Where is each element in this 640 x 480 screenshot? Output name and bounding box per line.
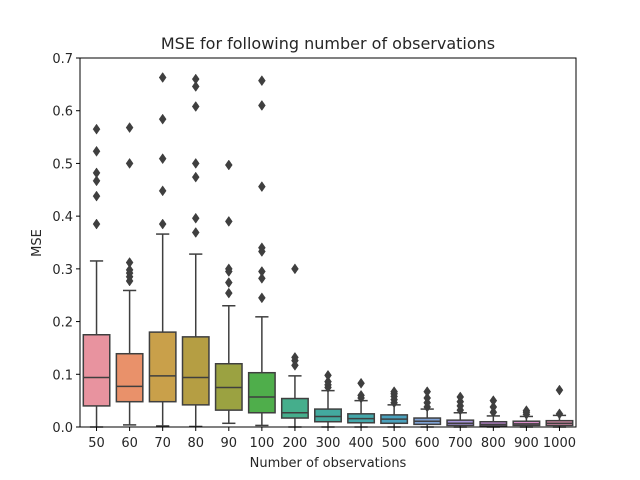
outlier-point	[125, 264, 134, 276]
outlier-point	[258, 100, 266, 111]
x-tick-label: 700	[448, 436, 473, 451]
box-group-100	[247, 75, 276, 427]
y-tick-label: 0.6	[52, 105, 73, 120]
box-group-1000	[545, 384, 574, 428]
box-group-300	[314, 369, 342, 428]
box-group-80	[181, 73, 210, 428]
outlier-point	[125, 157, 134, 169]
box	[148, 331, 177, 403]
outlier-point	[92, 123, 101, 135]
outlier-point	[324, 369, 332, 381]
outlier-point	[258, 181, 266, 193]
outlier-point	[158, 72, 167, 83]
outlier-point	[92, 175, 101, 187]
outlier-point	[258, 292, 266, 304]
outlier-point	[191, 157, 200, 169]
outlier-point	[224, 215, 233, 227]
y-tick-label: 0.0	[52, 421, 73, 436]
x-tick-label: 400	[349, 436, 374, 451]
x-tick-label: 800	[481, 436, 506, 451]
x-tick-label: 80	[187, 436, 204, 451]
outlier-point	[191, 101, 200, 112]
outlier-point	[224, 277, 233, 288]
outlier-point	[92, 167, 101, 179]
outlier-point	[489, 401, 498, 413]
box	[280, 397, 309, 419]
y-tick-label: 0.4	[52, 210, 73, 225]
outlier-point	[555, 408, 564, 420]
box-group-600	[413, 386, 442, 428]
outlier-point	[158, 153, 167, 165]
outlier-point	[258, 75, 266, 87]
outlier-point	[291, 351, 299, 363]
outlier-point	[191, 73, 200, 85]
box	[314, 408, 342, 423]
x-tick-label: 50	[88, 436, 105, 451]
outlier-point	[92, 190, 101, 202]
plot-area	[82, 72, 574, 428]
y-axis: 0.0 0.1 0.2 0.3 0.4 0.5 0.6 0.7	[52, 52, 80, 436]
chart-title: MSE for following number of observations	[161, 34, 495, 53]
outlier-point	[158, 113, 167, 125]
y-tick-label: 0.7	[52, 52, 73, 67]
outlier-point	[258, 266, 266, 277]
box-group-900	[512, 405, 541, 428]
x-tick-label: 60	[121, 436, 138, 451]
y-tick-label: 0.1	[52, 368, 73, 383]
x-tick-label: 100	[249, 436, 274, 451]
box	[181, 336, 210, 406]
outlier-point	[224, 263, 233, 275]
outlier-point	[324, 376, 332, 388]
y-tick-label: 0.2	[52, 316, 73, 331]
x-tick-label: 200	[283, 436, 308, 451]
outlier-point	[224, 159, 233, 171]
outlier-point	[357, 389, 365, 401]
outlier-point	[191, 171, 200, 183]
outlier-point	[224, 287, 233, 299]
y-axis-label: MSE	[30, 229, 45, 257]
box	[247, 371, 276, 414]
x-tick-label: 600	[415, 436, 440, 451]
box-group-90	[214, 159, 243, 425]
x-tick-label: 70	[154, 436, 171, 451]
outlier-point	[390, 386, 398, 398]
outlier-point	[258, 272, 266, 284]
box	[115, 352, 144, 403]
x-axis-label: Number of observations	[250, 456, 407, 471]
box	[82, 334, 111, 407]
x-tick-label: 900	[514, 436, 539, 451]
outlier-point	[158, 185, 167, 197]
outlier-point	[555, 384, 564, 396]
outlier-point	[423, 386, 432, 398]
outlier-point	[125, 122, 134, 134]
outlier-point	[92, 145, 101, 157]
outlier-point	[456, 391, 465, 403]
x-axis: 50 60 70 80 90 100 200 300 400 500 600 700 800 900 100…	[88, 427, 576, 451]
box-group-700	[446, 391, 475, 428]
outlier-point	[291, 263, 299, 275]
x-tick-label: 500	[382, 436, 407, 451]
outlier-point	[191, 212, 200, 224]
outlier-point	[357, 377, 365, 389]
outlier-point	[92, 218, 101, 230]
y-tick-label: 0.5	[52, 157, 73, 172]
x-tick-label: 1000	[543, 436, 576, 451]
box-group-70	[148, 72, 177, 427]
outlier-point	[258, 242, 266, 254]
box-group-60	[115, 122, 144, 426]
outlier-point	[423, 392, 432, 404]
outlier-point	[489, 395, 498, 407]
y-tick-label: 0.3	[52, 263, 73, 278]
x-tick-label: 90	[221, 436, 238, 451]
outlier-point	[191, 227, 200, 238]
outlier-point	[522, 405, 531, 417]
outlier-point	[125, 257, 134, 268]
x-tick-label: 300	[316, 436, 341, 451]
outlier-point	[191, 81, 200, 92]
outlier-point	[158, 218, 167, 230]
